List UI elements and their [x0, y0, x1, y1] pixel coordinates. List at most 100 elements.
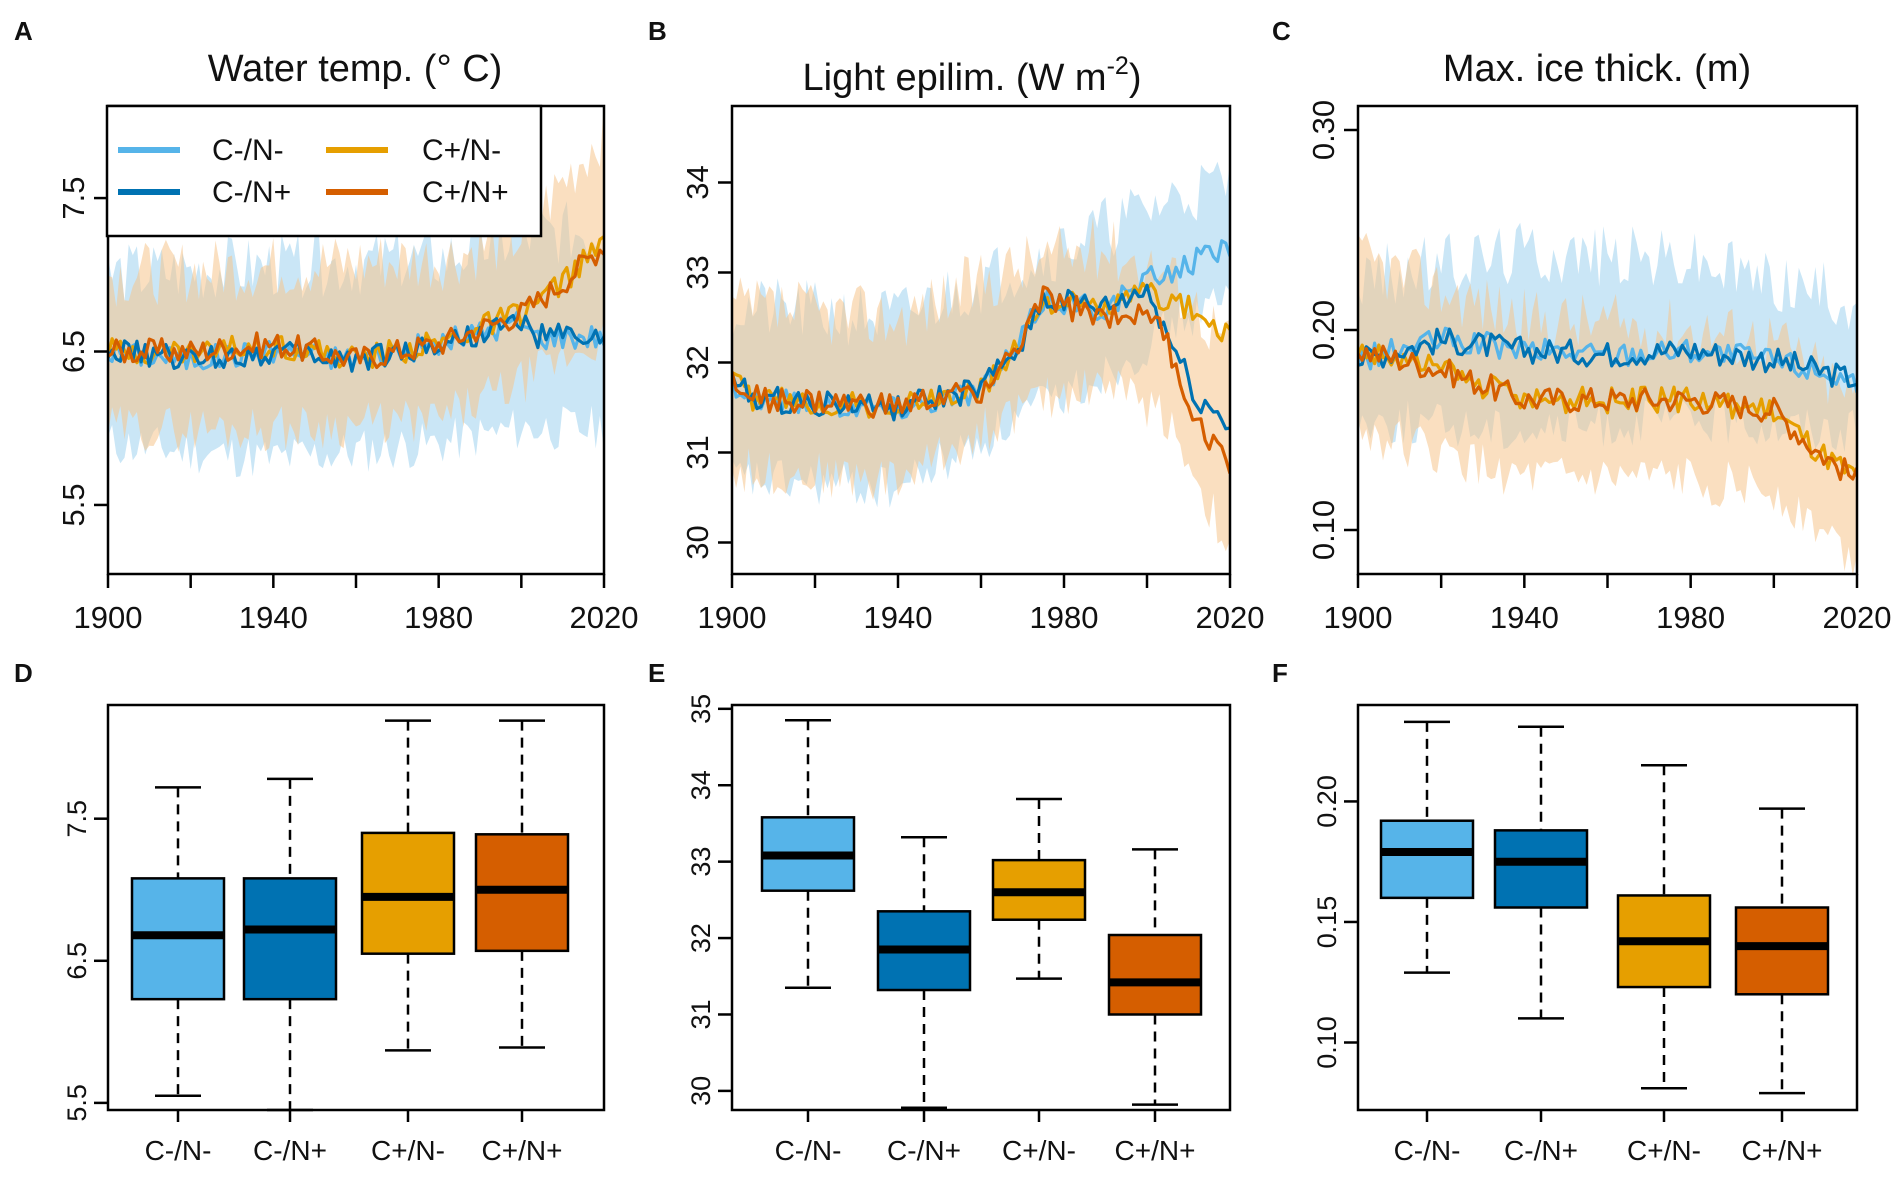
y-tick-label: 0.15 [1312, 896, 1342, 949]
legend-label-cp-n-minus: C+/N- [422, 134, 501, 167]
x-tick-label: 1940 [239, 600, 308, 635]
box-3: C+/N- [360, 719, 456, 1166]
legend-label-cp-n-plus: C+/N+ [422, 176, 509, 209]
x-category-label: C+/N- [1627, 1135, 1701, 1166]
y-tick-label: 0.20 [1312, 775, 1342, 828]
x-tick-label: 1940 [864, 600, 933, 635]
x-tick-label: 1940 [1490, 600, 1559, 635]
line-cm-np [108, 313, 604, 373]
y-tick-label: 33 [680, 255, 715, 289]
x-category-label: C+/N- [371, 1135, 445, 1166]
panel-e-boxplot: 30 31 32 33 34 35 C-/N- C-/N+ C+/N- C+/N+ [686, 694, 1232, 1166]
panel-label-b: B [648, 16, 667, 46]
box-2: C-/N+ [876, 835, 972, 1166]
y-tick-label: 0.30 [1306, 100, 1341, 160]
x-tick-label: 1980 [1030, 600, 1099, 635]
y-tick-label: 30 [686, 1076, 716, 1106]
box-iqr [1107, 933, 1203, 1016]
box-1: C-/N- [130, 786, 226, 1166]
box-1: C-/N- [1379, 720, 1475, 1166]
legend-label-c-n-minus: C-/N- [212, 134, 284, 167]
title-ice-thickness: Max. ice thick. (m) [1443, 48, 1751, 90]
line-cpmn+ [732, 285, 1230, 475]
x-tick-label: 2020 [1823, 600, 1892, 635]
x-category-label: C-/N+ [1504, 1135, 1578, 1166]
x-tick-label: 1980 [1656, 600, 1725, 635]
x-tick-label: 2020 [1196, 600, 1265, 635]
y-tick-label: 0.20 [1306, 300, 1341, 360]
plot-area [108, 106, 604, 478]
y-tick-label: 33 [686, 847, 716, 877]
y-tick-label: 34 [686, 770, 716, 800]
x-category-label: C-/N- [775, 1135, 842, 1166]
y-tick-label: 31 [680, 435, 715, 469]
x-category-label: C+/N+ [1742, 1135, 1823, 1166]
x-category-label: C-/N- [145, 1135, 212, 1166]
y-tick-label: 32 [680, 345, 715, 379]
x-tick-label: 1980 [404, 600, 473, 635]
box-1: C-/N- [760, 719, 856, 1166]
legend-label-c-n-plus: C-/N+ [212, 176, 291, 209]
box-4: C+/N+ [1734, 807, 1830, 1166]
y-tick-label: 5.5 [56, 483, 91, 526]
y-tick-label: 30 [680, 525, 715, 559]
panel-label-c: C [1272, 16, 1291, 46]
y-tick-label: 7.5 [56, 177, 91, 220]
y-tick-label: 31 [686, 999, 716, 1029]
box-iqr [242, 877, 338, 1001]
y-tick-label: 32 [686, 923, 716, 953]
y-tick-label: 0.10 [1306, 500, 1341, 560]
x-category-label: C+/N+ [1115, 1135, 1196, 1166]
y-tick-label: 6.5 [56, 330, 91, 373]
box-2: C-/N+ [242, 777, 338, 1166]
y-tick-label: 5.5 [62, 1084, 92, 1122]
panel-label-f: F [1272, 658, 1288, 688]
y-tick-label: 34 [680, 165, 715, 199]
title-light-main: Light epilim. (W m [803, 57, 1107, 99]
y-tick-label: 6.5 [62, 942, 92, 980]
y-tick-label: 7.5 [62, 800, 92, 838]
x-category-label: C+/N- [1002, 1135, 1076, 1166]
x-category-label: C-/N- [1394, 1135, 1461, 1166]
x-category-label: C+/N+ [482, 1135, 563, 1166]
plot-frame [730, 703, 1232, 1112]
box-3: C+/N- [991, 797, 1087, 1166]
plot-area [732, 161, 1230, 552]
y-tick-label: 35 [686, 694, 716, 724]
plot-frame [1356, 703, 1859, 1112]
box-4: C+/N+ [1107, 848, 1203, 1166]
box-iqr [1379, 819, 1475, 900]
plot-frame [106, 703, 606, 1112]
x-tick-label: 1900 [1324, 600, 1393, 635]
x-category-label: C-/N+ [253, 1135, 327, 1166]
box-3: C+/N- [1616, 764, 1712, 1166]
line-cpmn+ [108, 248, 604, 370]
x-tick-label: 1900 [698, 600, 767, 635]
legend: C-/N- C+/N- C-/N+ C+/N+ [105, 104, 543, 238]
panel-label-e: E [648, 658, 665, 688]
panel-a-timeseries: 1900 1940 1980 2020 5.5 6.5 7.5 [56, 104, 639, 635]
y-tick-label: 0.10 [1312, 1016, 1342, 1069]
panel-label-d: D [14, 658, 33, 688]
panel-b-timeseries: 1900 1940 1980 2020 30 31 32 33 34 [680, 104, 1265, 635]
panel-f-boxplot: 0.10 0.15 0.20 C-/N- C-/N+ C+/N- C+/N+ [1312, 703, 1859, 1166]
x-category-label: C-/N+ [887, 1135, 961, 1166]
line-cm-np [1358, 327, 1857, 388]
x-tick-label: 1900 [74, 600, 143, 635]
band-orange [108, 106, 604, 452]
panel-d-boxplot: 5.5 6.5 7.5 C-/N- C-/N+ C+/N- C+/N+ [62, 703, 606, 1166]
line-cpmn+ [1358, 344, 1857, 482]
legend-box [105, 104, 543, 238]
x-tick-label: 2020 [570, 600, 639, 635]
panel-label-a: A [14, 16, 33, 46]
plot-area [1358, 222, 1857, 574]
title-water-temp: Water temp. (° C) [208, 48, 503, 90]
title-light-epilim: Light epilim. (W m-2) [803, 52, 1142, 99]
plots-layer: 1900 1940 1980 2020 5.5 6.5 7.5 1900 1940 1980 202… [56, 100, 1891, 1166]
box-iqr [1493, 829, 1589, 909]
panel-c-timeseries: 1900 1940 1980 2020 0.10 0.20 0.30 [1306, 100, 1891, 635]
title-light-sup: -2 [1107, 52, 1129, 80]
box-4: C+/N+ [474, 719, 570, 1166]
box-iqr [1734, 906, 1830, 996]
